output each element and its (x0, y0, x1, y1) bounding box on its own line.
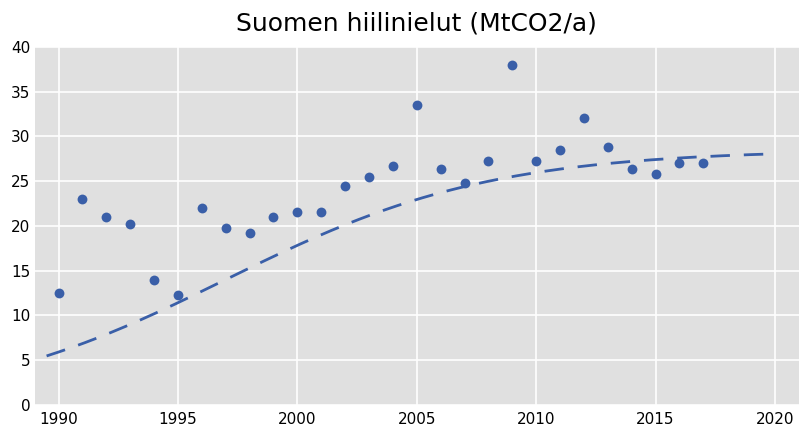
Point (578, 115, 590, 122)
Point (291, 209, 304, 216)
Point (601, 144, 614, 151)
Point (52, 290, 65, 297)
Point (315, 209, 328, 216)
Point (339, 182, 352, 189)
Point (243, 230, 256, 237)
Point (100, 213, 113, 220)
Point (458, 180, 471, 187)
Point (505, 61, 518, 68)
Point (76, 195, 89, 202)
Point (172, 291, 185, 298)
Point (434, 166, 447, 173)
Point (220, 224, 232, 231)
Point (482, 158, 495, 165)
Point (147, 276, 160, 283)
Point (195, 205, 208, 212)
Point (411, 102, 424, 109)
Point (267, 213, 280, 220)
Point (363, 173, 376, 180)
Point (649, 170, 662, 177)
Point (530, 158, 543, 165)
Title: Suomen hiilinielut (MtCO2/a): Suomen hiilinielut (MtCO2/a) (237, 11, 597, 35)
Point (553, 146, 566, 153)
Point (625, 166, 638, 173)
Point (124, 221, 137, 228)
Point (697, 160, 710, 167)
Point (386, 162, 399, 170)
Point (673, 160, 686, 167)
